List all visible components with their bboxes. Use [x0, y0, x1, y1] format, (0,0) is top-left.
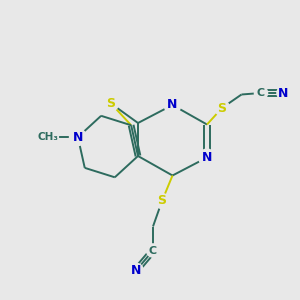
Circle shape — [130, 263, 143, 277]
Text: CH₃: CH₃ — [38, 132, 58, 142]
Circle shape — [70, 129, 86, 146]
Circle shape — [154, 194, 169, 208]
Text: N: N — [131, 263, 142, 277]
Circle shape — [38, 127, 58, 148]
Text: C: C — [257, 88, 265, 98]
Text: S: S — [106, 97, 116, 110]
Text: N: N — [73, 130, 83, 144]
Text: C: C — [149, 245, 157, 256]
Text: S: S — [218, 101, 226, 115]
Circle shape — [214, 100, 230, 116]
Text: N: N — [202, 151, 212, 164]
Text: S: S — [158, 194, 166, 208]
Circle shape — [277, 86, 290, 100]
Circle shape — [164, 97, 181, 113]
Circle shape — [199, 149, 215, 166]
Circle shape — [254, 86, 268, 100]
Text: N: N — [278, 86, 289, 100]
Circle shape — [103, 96, 118, 111]
Text: N: N — [167, 98, 178, 112]
Circle shape — [146, 244, 160, 257]
